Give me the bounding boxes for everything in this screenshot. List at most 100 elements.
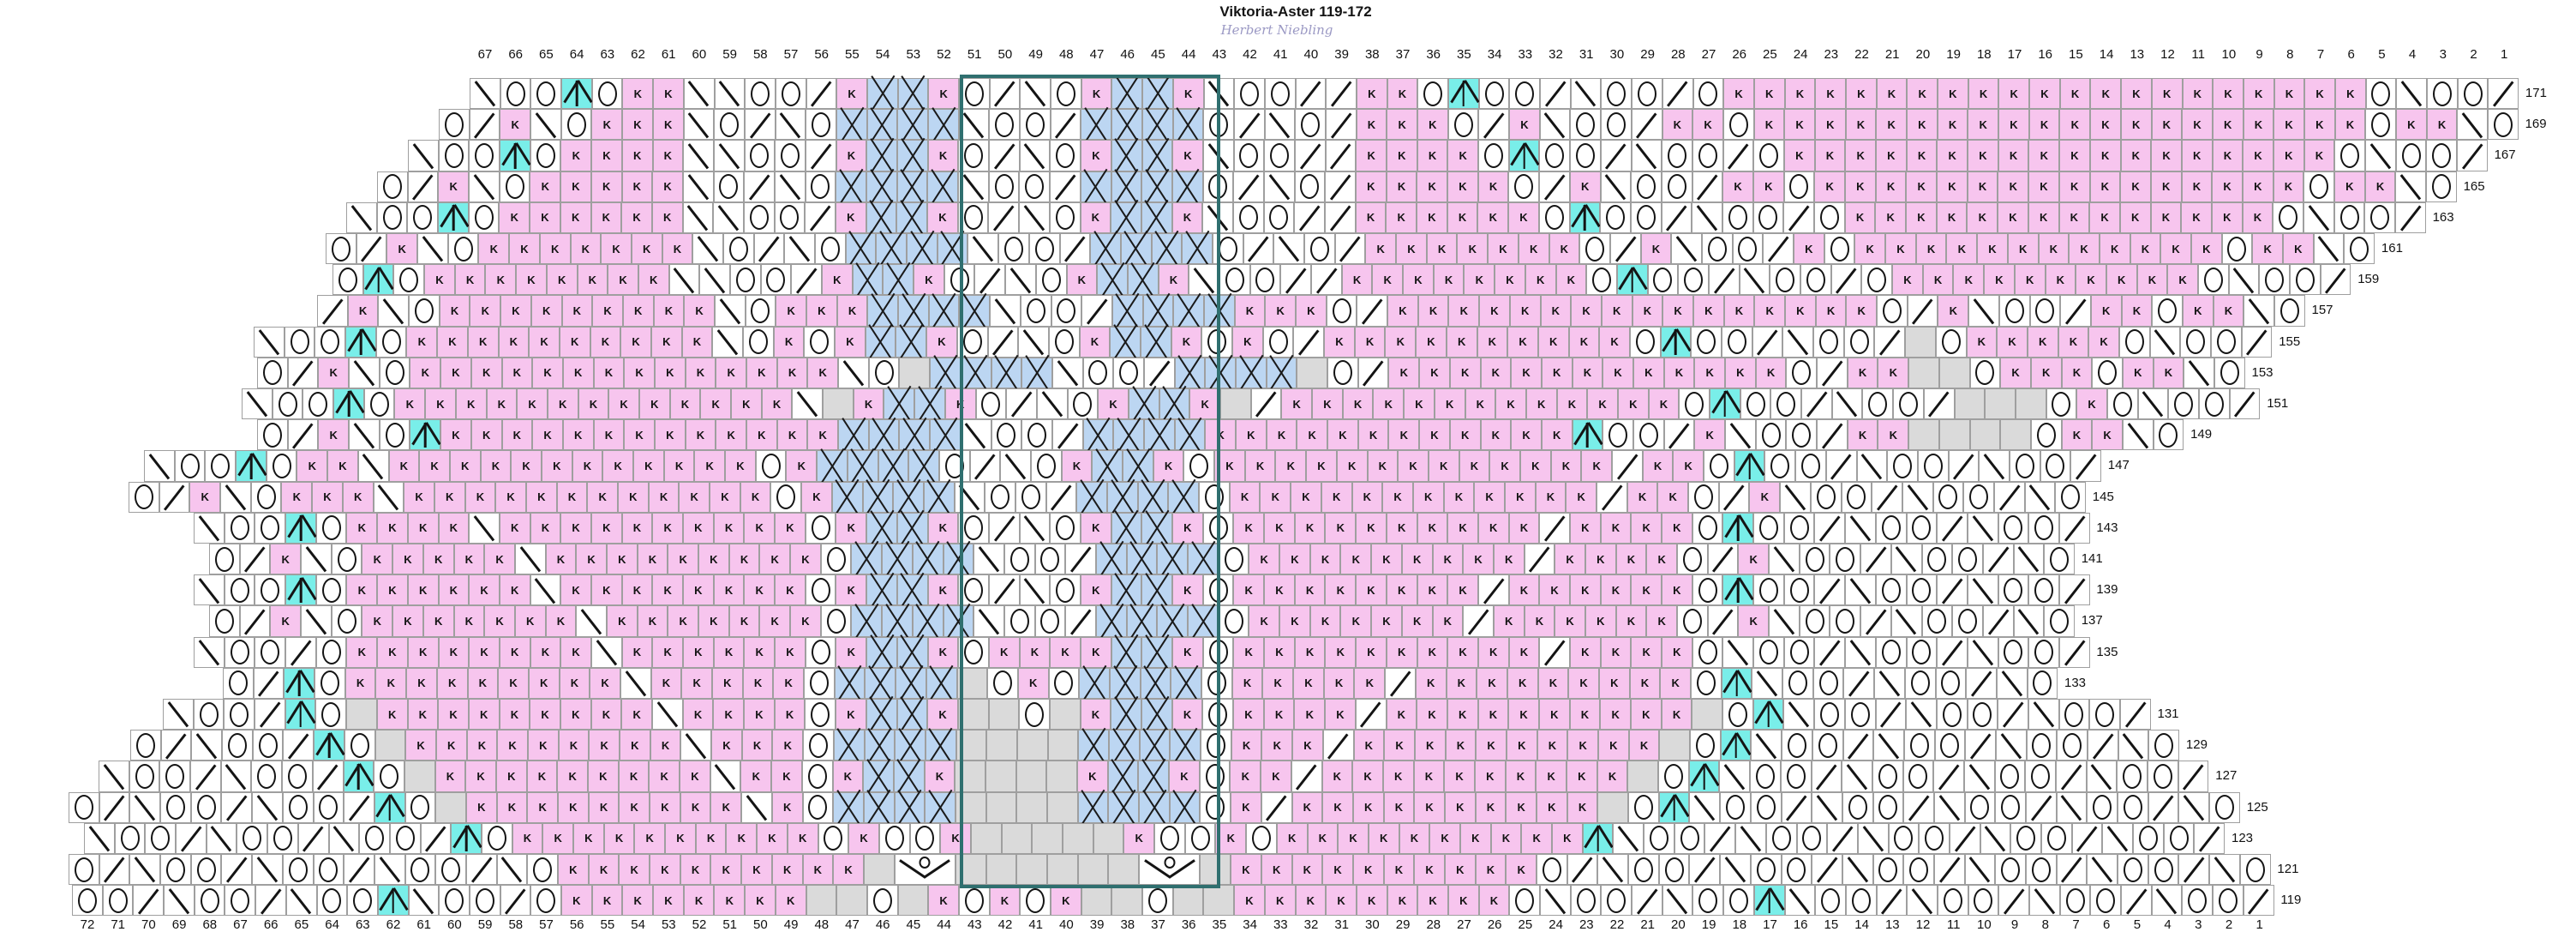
grid-cell <box>1080 171 1111 202</box>
grid-cell <box>252 854 283 886</box>
grid-cell: K <box>1444 791 1476 823</box>
grid-cell: K <box>1354 667 1386 699</box>
grid-cell: K <box>1447 699 1478 731</box>
grid-cell: K <box>1312 388 1343 420</box>
grid-cell <box>1001 822 1033 854</box>
grid-cell: K <box>944 388 976 420</box>
grid-cell: K <box>496 791 528 823</box>
grid-cell: K <box>465 761 496 792</box>
grid-cell: K <box>2364 171 2396 202</box>
grid-cell <box>1019 699 1050 731</box>
grid-cell <box>974 264 1006 296</box>
grid-cell: K <box>1233 636 1265 668</box>
grid-cell: K <box>1967 201 1998 233</box>
stitch-number-label: 65 <box>539 47 554 62</box>
grid-cell <box>1906 699 1937 731</box>
grid-cell: K <box>1341 264 1373 296</box>
grid-cell <box>344 854 374 886</box>
grid-cell <box>683 140 714 171</box>
grid-cell <box>866 636 897 668</box>
grid-cell <box>1763 233 1794 265</box>
grid-cell: K <box>392 605 423 637</box>
stitch-number-label: 62 <box>386 917 401 932</box>
grid-cell <box>2025 761 2056 792</box>
grid-cell: K <box>1205 419 1236 451</box>
row-number-label: 135 <box>2096 644 2118 659</box>
grid-cell <box>1692 78 1724 110</box>
grid-cell <box>1800 264 1831 296</box>
grid-cell <box>1753 512 1784 544</box>
grid-cell: K <box>2007 233 2039 265</box>
grid-cell <box>1692 574 1723 606</box>
grid-cell: K <box>1495 388 1526 420</box>
grid-cell <box>1047 854 1078 886</box>
grid-cell: K <box>438 699 469 731</box>
grid-cell <box>1783 574 1815 606</box>
grid-cell: K <box>593 419 625 451</box>
grid-cell: K <box>469 636 500 668</box>
grid-cell: K <box>1998 78 2030 110</box>
grid-cell: K <box>1264 512 1295 544</box>
grid-cell <box>2213 885 2244 917</box>
grid-cell <box>1200 854 1231 886</box>
grid-cell: K <box>1399 822 1430 854</box>
grid-cell <box>620 667 651 699</box>
grid-cell <box>315 667 345 699</box>
grid-cell <box>314 730 344 761</box>
grid-cell: K <box>469 574 500 606</box>
grid-cell: K <box>1537 667 1569 699</box>
grid-cell <box>530 140 561 171</box>
grid-cell: K <box>438 636 470 668</box>
grid-cell: K <box>1966 326 1998 358</box>
grid-cell: K <box>572 450 603 482</box>
grid-cell: K <box>713 636 745 668</box>
grid-cell: K <box>1569 171 1601 202</box>
grid-cell <box>1263 171 1295 202</box>
grid-cell <box>1632 78 1662 110</box>
grid-cell <box>496 854 528 886</box>
grid-cell <box>1660 326 1692 358</box>
grid-cell <box>129 854 161 886</box>
stitch-number-label: 6 <box>2347 47 2355 62</box>
grid-cell: K <box>653 295 685 327</box>
grid-cell <box>863 854 895 886</box>
grid-cell <box>1770 388 1802 420</box>
grid-cell <box>866 78 898 110</box>
grid-cell <box>712 326 743 358</box>
grid-cell: K <box>1505 761 1537 792</box>
stitch-number-label: 11 <box>2191 47 2205 62</box>
grid-cell: K <box>1415 667 1447 699</box>
stitch-number-label: 67 <box>477 47 493 62</box>
grid-cell: K <box>757 822 788 854</box>
grid-cell: K <box>695 822 727 854</box>
grid-cell: K <box>1233 574 1265 606</box>
grid-cell: K <box>2243 109 2274 141</box>
grid-cell: K <box>1416 326 1447 358</box>
stitch-number-label: 10 <box>1977 917 1992 932</box>
grid-cell <box>1110 326 1141 358</box>
grid-cell <box>1109 730 1140 761</box>
grid-cell <box>287 357 319 388</box>
grid-cell <box>1919 822 1950 854</box>
row-number-label: 163 <box>2432 209 2454 225</box>
grid-cell <box>1722 326 1752 358</box>
stitch-number-label: 24 <box>1793 47 1808 62</box>
grid-cell <box>1630 201 1662 233</box>
grid-cell <box>2152 295 2183 327</box>
grid-cell <box>865 326 896 358</box>
grid-cell <box>1662 885 1693 917</box>
grid-cell: K <box>1489 450 1520 482</box>
grid-cell <box>1202 574 1234 606</box>
grid-cell <box>285 512 316 544</box>
grid-cell <box>2028 636 2059 668</box>
grid-cell <box>1967 574 1998 606</box>
grid-cell <box>1077 791 1109 823</box>
stitch-number-label: 12 <box>2160 47 2175 62</box>
grid-cell <box>303 388 334 420</box>
grid-cell: K <box>1477 667 1507 699</box>
grid-cell <box>1018 326 1049 358</box>
grid-cell: K <box>406 667 437 699</box>
grid-cell <box>1908 357 1939 388</box>
grid-cell <box>1998 636 2029 668</box>
